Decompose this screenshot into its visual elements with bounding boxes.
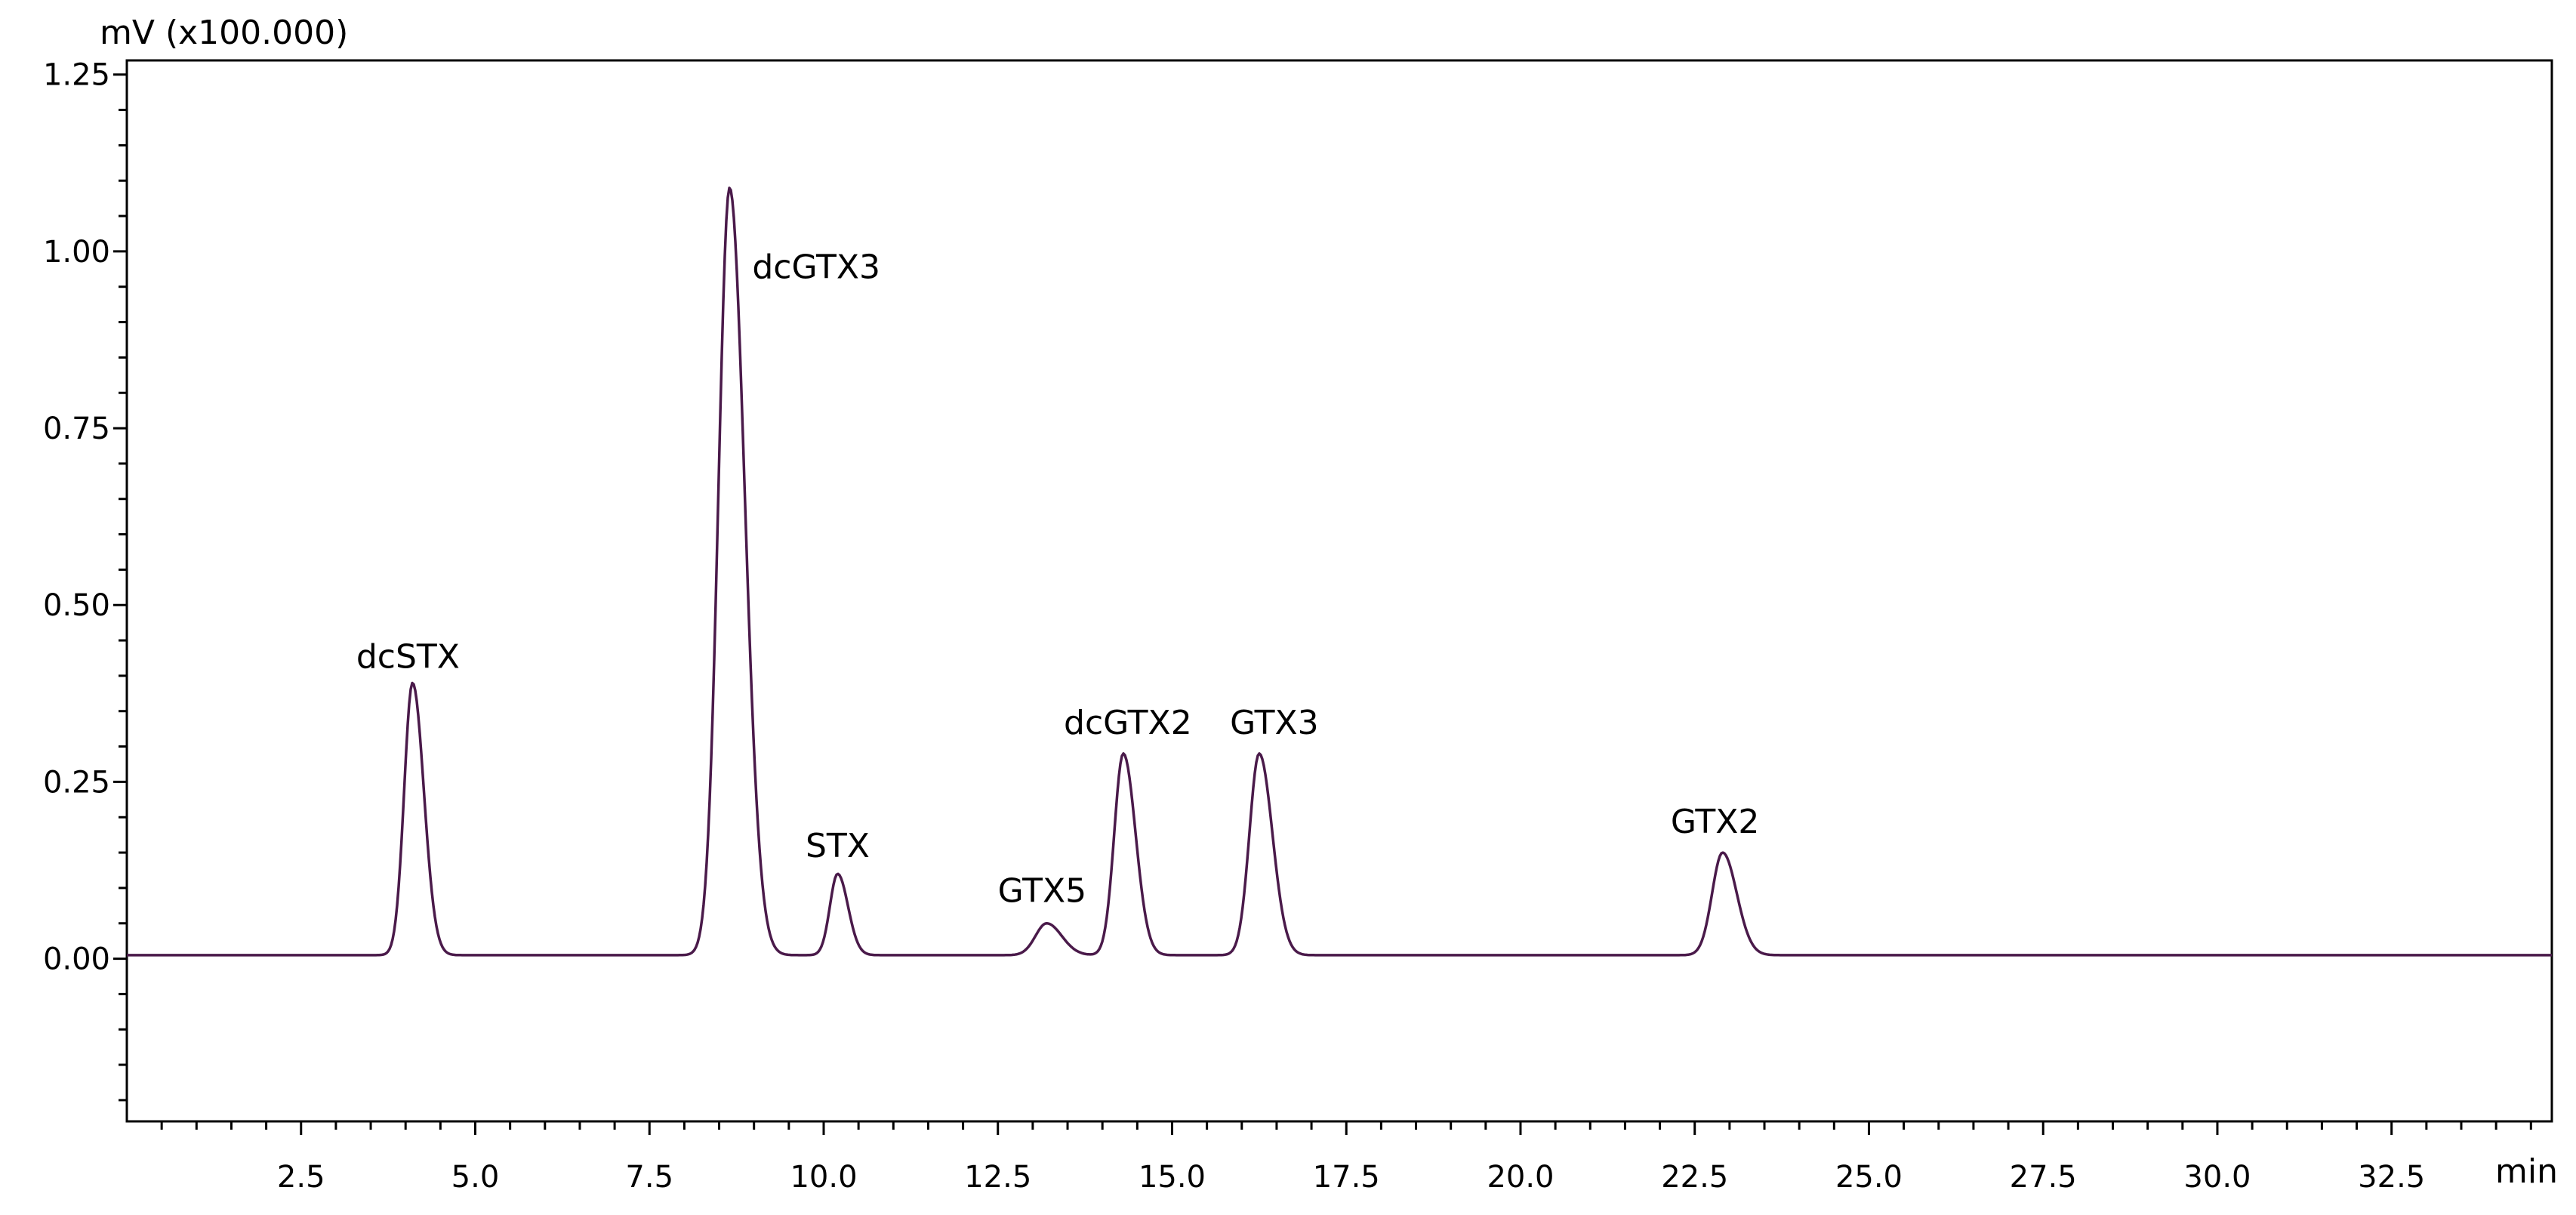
x-tick-label: 22.5 <box>1661 1160 1728 1195</box>
peak-label-gtx5: GTX5 <box>998 872 1087 911</box>
x-tick-label: 27.5 <box>2010 1160 2077 1195</box>
y-tick-label: 0.75 <box>43 412 110 446</box>
y-tick-label: 0.50 <box>43 588 110 623</box>
y-tick-label: 1.00 <box>43 235 110 270</box>
axis-ticks <box>113 73 2532 1135</box>
x-tick-label: 7.5 <box>625 1160 673 1195</box>
y-tick-label: 0.00 <box>43 942 110 977</box>
x-tick-label: 17.5 <box>1313 1160 1380 1195</box>
axis-tick-labels: 2.5 5.0 7.5 10.0 12.5 15.0 17.5 20.0 22.5 25.0 27.… <box>43 58 2425 1195</box>
x-tick-label: 20.0 <box>1487 1160 1554 1195</box>
x-tick-label: 25.0 <box>1835 1160 1903 1195</box>
plot-frame <box>125 59 2553 1123</box>
y-axis-unit-label: mV (x100.000) <box>100 14 348 52</box>
chromatogram-trace <box>127 187 2552 957</box>
x-tick-label: 15.0 <box>1139 1160 1206 1195</box>
peak-label-stx: STX <box>806 827 870 865</box>
x-tick-label: 10.0 <box>790 1160 857 1195</box>
peak-label-dcgtx2: dcGTX2 <box>1064 704 1192 742</box>
peak-label-gtx2: GTX2 <box>1671 803 1760 841</box>
peak-label-dcstx: dcSTX <box>356 637 460 676</box>
x-tick-label: 32.5 <box>2358 1160 2425 1195</box>
x-tick-label: 30.0 <box>2183 1160 2251 1195</box>
x-tick-label: 5.0 <box>451 1160 500 1195</box>
peak-label-gtx3: GTX3 <box>1230 704 1319 742</box>
x-axis-unit-label: min <box>2495 1152 2558 1191</box>
x-tick-label: 2.5 <box>277 1160 325 1195</box>
x-tick-label: 12.5 <box>964 1160 1031 1195</box>
y-tick-label: 0.25 <box>43 765 110 800</box>
peak-labels: dcSTX dcGTX3 STX GTX5 dcGTX2 GTX3 GTX2 <box>356 248 1760 911</box>
peak-label-dcgtx3: dcGTX3 <box>752 248 880 287</box>
y-tick-label: 1.25 <box>43 58 110 93</box>
